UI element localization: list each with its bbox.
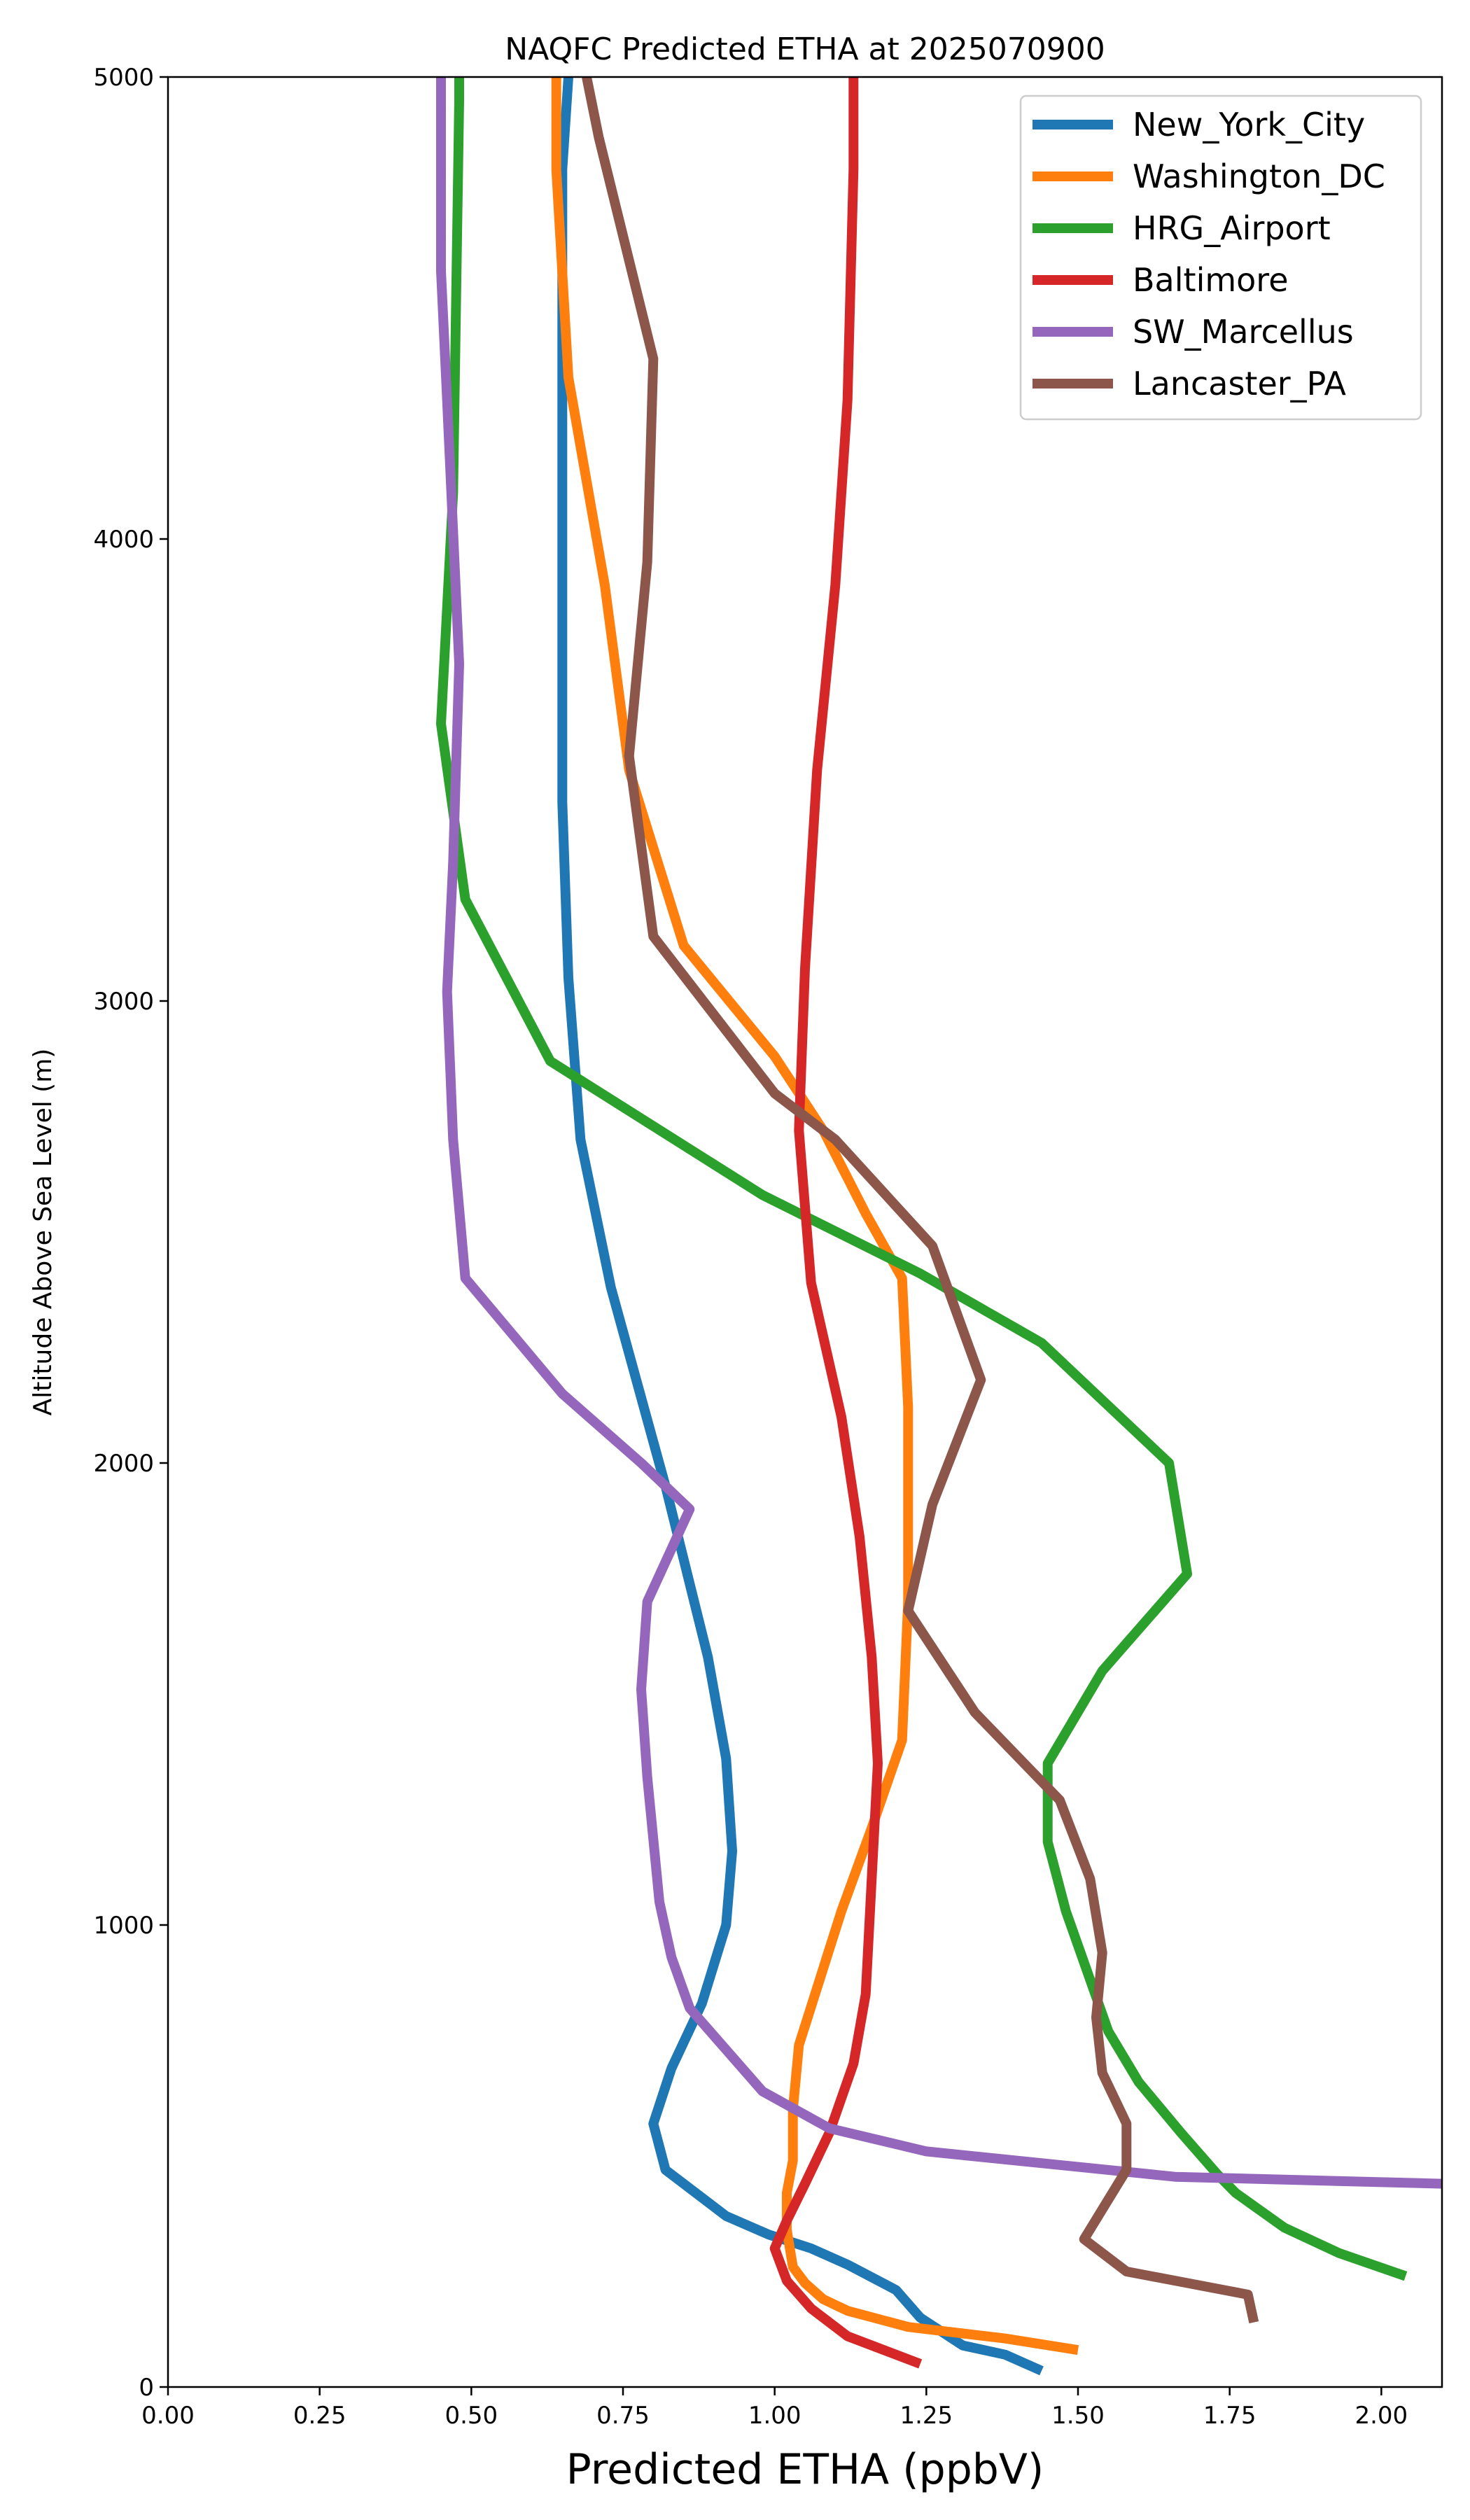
x-tick-label: 1.00 [748, 2402, 802, 2430]
x-tick-label: 1.75 [1203, 2402, 1256, 2430]
x-axis: 0.00 0.25 0.50 0.75 1.00 1.25 1.50 1.75 2.00 [141, 2387, 1408, 2430]
plot-frame [167, 76, 1443, 2388]
chart-title: NAQFC Predicted ETHA at 2025070900 [505, 31, 1105, 67]
series-line-lancaster-pa [582, 77, 1259, 2324]
series-line-baltimore [769, 77, 923, 2369]
x-tick-label: 2.00 [1354, 2402, 1408, 2430]
y-tick-label: 1000 [93, 1912, 154, 1940]
legend-label-lancaster-pa: Lancaster_PA [1133, 365, 1346, 402]
x-tick-label: 0.75 [596, 2402, 650, 2430]
legend-label-new-york-city: New_York_City [1133, 106, 1365, 144]
legend-label-sw-marcellus: SW_Marcellus [1133, 313, 1354, 351]
series-line-sw-marcellus [436, 77, 1442, 2189]
x-tick-label: 1.50 [1051, 2402, 1105, 2430]
x-tick-label: 0.00 [141, 2402, 195, 2430]
series-layer [436, 77, 1442, 2376]
series-line-washington-dc [551, 77, 1079, 2356]
legend-label-hrg-airport: HRG_Airport [1133, 209, 1331, 247]
y-tick-label: 3000 [93, 988, 154, 1016]
y-tick-label: 5000 [93, 64, 154, 92]
x-tick-label: 0.25 [293, 2402, 346, 2430]
x-tick-label: 1.25 [899, 2402, 953, 2430]
legend-label-baltimore: Baltimore [1133, 261, 1289, 299]
series-line-new-york-city [557, 77, 1044, 2376]
legend-label-washington-dc: Washington_DC [1133, 158, 1385, 195]
legend-box [1019, 94, 1422, 421]
x-tick-label: 0.50 [444, 2402, 498, 2430]
y-tick-label: 2000 [93, 1450, 154, 1478]
y-tick-label: 4000 [93, 526, 154, 554]
y-tick-label: 0 [139, 2374, 154, 2402]
legend: New_York_City Washington_DC HRG_Airport Bal… [1019, 94, 1422, 421]
y-axis-label: Altitude Above Sea Level (m) [29, 1049, 57, 1416]
y-axis: 0 1000 2000 3000 4000 5000 [93, 64, 168, 2402]
x-axis-label: Predicted ETHA (ppbV) [566, 2445, 1044, 2494]
